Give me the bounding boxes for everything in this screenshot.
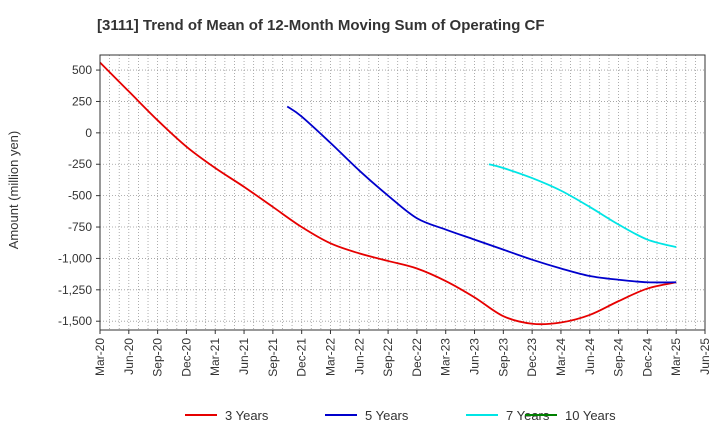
y-tick-label: -1,000 xyxy=(58,251,92,265)
legend-label: 10 Years xyxy=(565,408,616,423)
legend-label: 3 Years xyxy=(225,408,269,423)
x-tick-label: Jun-23 xyxy=(468,338,482,375)
x-tick-label: Sep-24 xyxy=(612,338,626,377)
series-line-5-years xyxy=(286,105,677,284)
series-lines xyxy=(99,61,677,326)
y-tick-label: 250 xyxy=(72,94,92,108)
y-axis-label: Amount (million yen) xyxy=(6,131,21,250)
y-tick-label: 500 xyxy=(72,63,92,77)
y-tick-label: -750 xyxy=(68,220,92,234)
x-tick-label: Sep-21 xyxy=(266,338,280,377)
y-tick-label: -1,250 xyxy=(58,283,92,297)
x-tick-label: Sep-23 xyxy=(496,338,510,377)
x-tick-label: Jun-21 xyxy=(237,338,251,375)
x-tick-label: Dec-20 xyxy=(179,338,193,377)
x-tick-label: Sep-20 xyxy=(151,338,165,377)
grid xyxy=(99,55,706,330)
x-tick-label: Jun-25 xyxy=(698,338,712,375)
x-tick-label: Dec-23 xyxy=(525,338,539,377)
x-tick-label: Sep-22 xyxy=(381,338,395,377)
x-tick-label: Mar-22 xyxy=(323,338,337,376)
x-tick-label: Mar-21 xyxy=(208,338,222,376)
x-tick-label: Jun-20 xyxy=(122,338,136,375)
plot-area-frame xyxy=(99,54,706,331)
x-tick-label: Dec-22 xyxy=(410,338,424,377)
y-axis-ticks: 500 250 0 -250 -500 -750 -1,000 -1,250 -1,500 xyxy=(58,63,100,328)
x-tick-label: Mar-20 xyxy=(93,338,107,376)
x-tick-label: Dec-21 xyxy=(295,338,309,377)
chart-title: [3111] Trend of Mean of 12-Month Moving … xyxy=(97,17,545,34)
y-tick-label: -250 xyxy=(68,157,92,171)
series-line-3-years xyxy=(99,61,677,326)
y-tick-label: -1,500 xyxy=(58,314,92,328)
x-tick-label: Dec-24 xyxy=(640,338,654,377)
x-tick-label: Jun-24 xyxy=(583,338,597,375)
y-tick-label: -500 xyxy=(68,189,92,203)
y-tick-label: 0 xyxy=(85,126,92,140)
legend: 3 Years 5 Years 7 Years 10 Years xyxy=(185,408,616,423)
x-axis-ticks: Mar-20 Jun-20 Sep-20 Dec-20 Mar-21 Jun-21 Sep-… xyxy=(93,330,712,377)
x-tick-label: Jun-22 xyxy=(352,338,366,375)
legend-label: 5 Years xyxy=(365,408,409,423)
x-tick-label: Mar-23 xyxy=(439,338,453,376)
series-line-7-years xyxy=(488,163,677,248)
x-tick-label: Mar-24 xyxy=(554,338,568,376)
x-tick-label: Mar-25 xyxy=(669,338,683,376)
